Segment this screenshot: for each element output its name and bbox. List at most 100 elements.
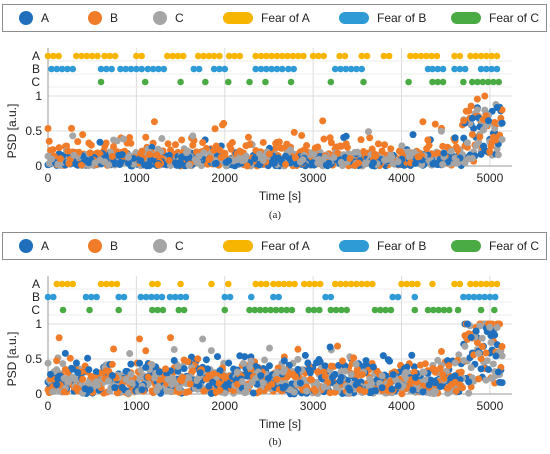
fear-marker (474, 78, 481, 86)
legend-label: Fear of B (377, 11, 427, 25)
psd-point-a (111, 160, 119, 168)
psd-point-a (81, 385, 89, 393)
psd-point-a (369, 363, 377, 371)
psd-point-a (180, 365, 188, 373)
psd-point-b (357, 136, 365, 144)
psd-point-a (257, 372, 265, 380)
psd-point-c (189, 132, 197, 140)
fear-marker (154, 306, 161, 314)
psd-point-c (361, 160, 369, 168)
psd-point-a (279, 384, 287, 392)
fear-marker (408, 280, 416, 288)
fear-marker (263, 280, 270, 288)
fear-marker (342, 65, 350, 73)
psd-point-b (319, 117, 327, 125)
psd-point-a (270, 159, 278, 167)
psd-point-a (294, 365, 302, 373)
fear-marker (456, 52, 464, 60)
psd-point-b (79, 131, 87, 139)
psd-point-c (366, 375, 374, 383)
legend-panel-b: A B C Fear of A Fear of B Fear of C (2, 232, 547, 260)
psd-point-b (77, 161, 85, 169)
psd-point-b (142, 133, 150, 141)
psd-point-a (472, 327, 480, 335)
fear-marker (434, 78, 442, 86)
psd-point-a (111, 384, 119, 392)
fear-marker (343, 306, 351, 314)
psd-point-a (274, 154, 282, 162)
psd-point-b (66, 354, 74, 362)
psd-point-c (472, 142, 480, 150)
psd-point-b (440, 375, 448, 383)
psd-point-a (136, 359, 144, 367)
fear-marker (262, 78, 269, 86)
legend-marker (451, 12, 481, 24)
psd-point-b (282, 160, 290, 168)
psd-point-b (298, 132, 306, 140)
psd-point-b (327, 362, 335, 370)
fear-marker (122, 65, 130, 73)
psd-point-a (155, 368, 163, 376)
psd-point-c (265, 344, 273, 352)
psd-point-c (314, 159, 322, 167)
psd-point-c (394, 158, 402, 166)
psd-point-a (296, 379, 304, 387)
fear-marker (278, 306, 285, 314)
psd-point-b (164, 140, 172, 148)
psd-point-c (239, 359, 247, 367)
x-axis-label: Time [s] (259, 417, 301, 431)
psd-point-b (429, 365, 437, 373)
psd-point-b (303, 142, 311, 150)
fear-marker (180, 306, 188, 314)
psd-point-a (54, 375, 62, 383)
psd-point-a (465, 378, 473, 386)
psd-point-a (372, 387, 380, 395)
legend-item-b: B (88, 5, 118, 31)
psd-point-b (55, 334, 63, 342)
fear-marker (216, 52, 223, 60)
x-tick-label: 1000 (123, 171, 150, 185)
legend-item-a: A (19, 5, 49, 31)
fear-marker (97, 78, 105, 86)
psd-point-b (421, 360, 429, 368)
psd-point-a (409, 131, 417, 139)
fear-marker (246, 306, 253, 314)
psd-point-b (145, 150, 153, 158)
fear-marker (113, 280, 121, 288)
fear-marker (440, 306, 448, 314)
fear-marker (322, 293, 329, 301)
fear-marker (275, 293, 282, 301)
fear-marker (48, 65, 55, 73)
fear-marker (385, 52, 393, 60)
psd-point-c (96, 156, 104, 164)
fear-marker (488, 52, 495, 60)
psd-point-a (202, 356, 210, 364)
psd-point-c (248, 378, 256, 386)
psd-point-b (415, 153, 423, 161)
psd-point-b (378, 147, 386, 155)
psd-point-c (168, 381, 176, 389)
psd-point-c (473, 106, 481, 114)
psd-point-c (404, 148, 412, 156)
fear-marker (435, 306, 442, 314)
x-tick-label: 4000 (388, 171, 415, 185)
psd-point-a (174, 367, 182, 375)
fear-marker (338, 306, 345, 314)
psd-point-b (486, 148, 494, 156)
fear-marker (53, 280, 61, 288)
fear-marker (202, 78, 209, 86)
fear-marker (433, 52, 441, 60)
y-tick-label: 1 (35, 89, 42, 103)
psd-point-c (184, 147, 192, 155)
fear-marker (477, 280, 485, 288)
fear-marker (451, 280, 458, 288)
fear-marker (194, 52, 202, 60)
fear-marker (483, 65, 490, 73)
psd-point-c (192, 376, 200, 384)
fear-marker (72, 52, 80, 60)
psd-point-a (306, 369, 314, 377)
psd-point-b (487, 142, 495, 150)
psd-point-b (179, 374, 187, 382)
psd-point-a (225, 359, 233, 367)
fear-marker (278, 65, 286, 73)
